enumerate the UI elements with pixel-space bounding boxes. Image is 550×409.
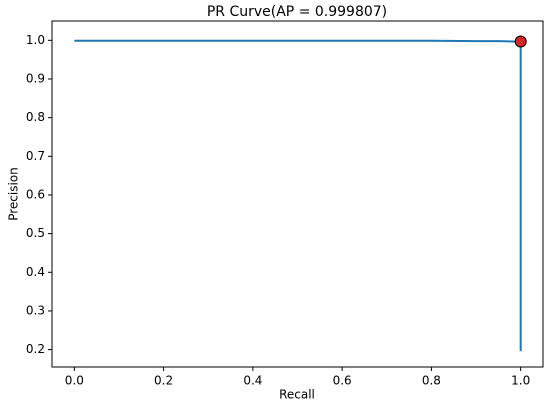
x-tick-label: 0.4 — [243, 374, 262, 388]
highlight-point — [514, 35, 527, 48]
y-tick-label: 0.7 — [26, 149, 45, 163]
pr-curve — [74, 39, 522, 352]
x-tick-label: 1.0 — [511, 374, 530, 388]
y-tick-label: 0.3 — [26, 303, 45, 317]
y-tick-label: 0.5 — [26, 226, 45, 240]
x-tick-label: 0.2 — [154, 374, 173, 388]
x-tick-label: 0.6 — [333, 374, 352, 388]
plot-frame — [51, 20, 544, 368]
x-axis-label: Recall — [279, 388, 315, 402]
x-tick-label: 0.8 — [422, 374, 441, 388]
y-tick-label: 1.0 — [26, 33, 45, 47]
y-tick-label: 0.8 — [26, 110, 45, 124]
x-tick-label: 0.0 — [65, 374, 84, 388]
y-tick-label: 0.2 — [26, 342, 45, 356]
y-tick-label: 0.6 — [26, 187, 45, 201]
y-axis-label: Precision — [7, 167, 21, 221]
y-tick-label: 0.4 — [26, 265, 45, 279]
y-tick-label: 0.9 — [26, 71, 45, 85]
chart-title: PR Curve(AP = 0.999807) — [207, 4, 387, 20]
